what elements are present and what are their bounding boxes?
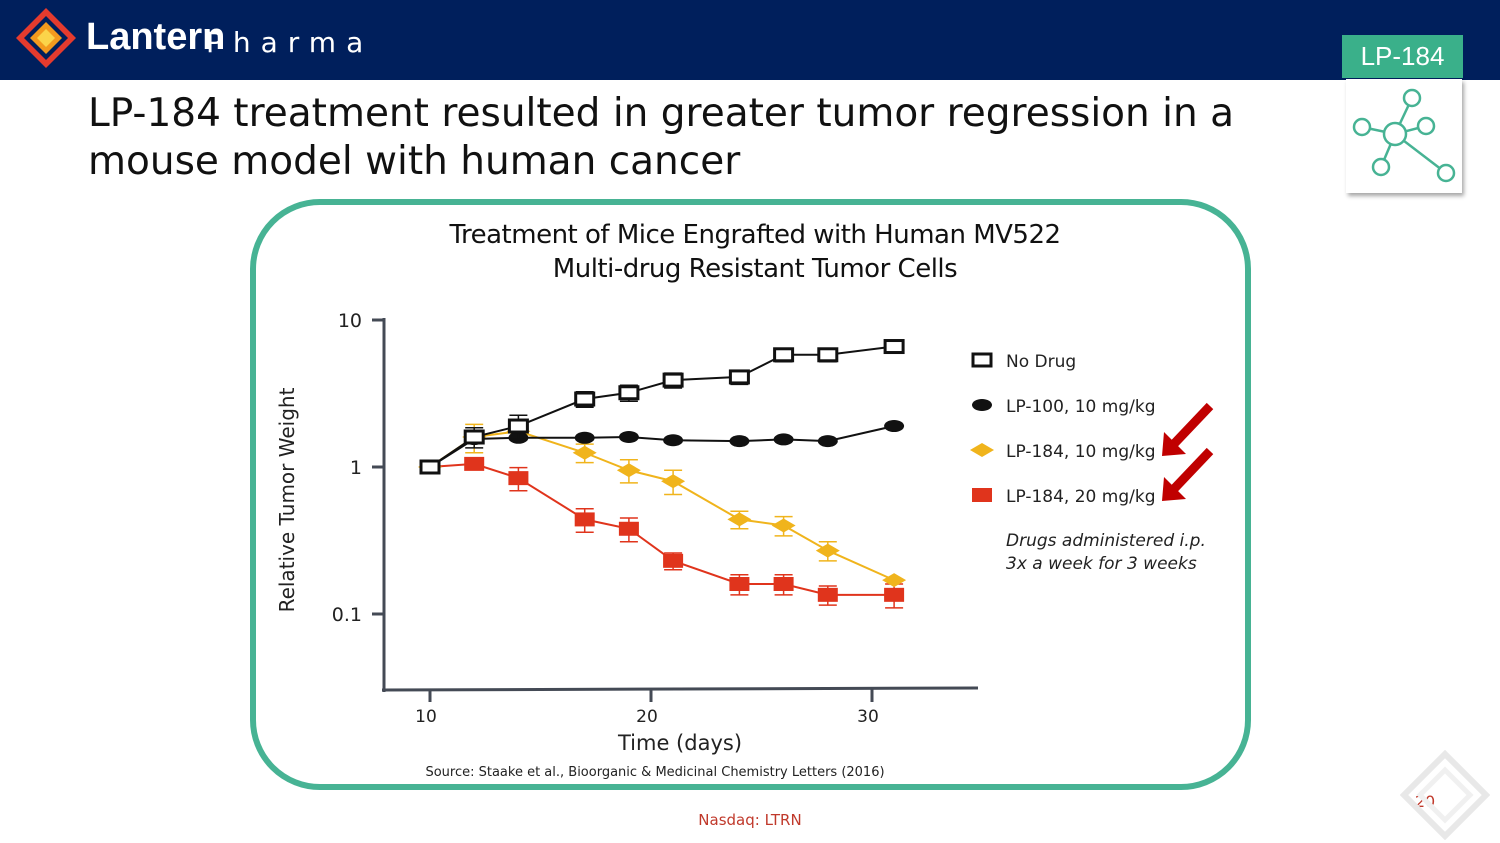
data-point bbox=[507, 418, 529, 434]
data-point bbox=[574, 431, 595, 444]
legend-marker bbox=[970, 443, 994, 457]
data-point bbox=[773, 433, 794, 446]
series-lp-100-10-mg-kg bbox=[420, 420, 905, 473]
dosing-note: Drugs administered i.p. 3x a week for 3 … bbox=[1006, 530, 1246, 576]
series-line bbox=[429, 462, 895, 596]
data-point bbox=[661, 474, 686, 489]
dosing-note-line1: Drugs administered i.p. bbox=[1006, 531, 1206, 551]
data-point bbox=[727, 512, 752, 527]
series-lp-184-10-mg-kg bbox=[418, 423, 907, 588]
legend-marker bbox=[971, 352, 993, 368]
data-point bbox=[618, 430, 639, 443]
legend-label: LP-184, 20 mg/kg bbox=[1006, 487, 1156, 507]
source-citation: Source: Staake et al., Bioorganic & Medi… bbox=[425, 765, 885, 780]
data-point bbox=[729, 435, 750, 448]
y-tick-label: 10 bbox=[338, 310, 362, 332]
data-point bbox=[618, 521, 639, 536]
dosing-note-line2: 3x a week for 3 weeks bbox=[1006, 554, 1197, 574]
data-point bbox=[817, 347, 839, 363]
x-tick-label: 30 bbox=[857, 707, 879, 727]
arrow-head bbox=[1162, 477, 1186, 501]
chart-title-line2: Multi-drug Resistant Tumor Cells bbox=[552, 254, 958, 284]
highlight-arrow-icon bbox=[1162, 402, 1214, 456]
arrow-head bbox=[1162, 432, 1186, 456]
data-point bbox=[508, 471, 529, 486]
chart-frame bbox=[250, 199, 1251, 790]
molecule-card bbox=[1346, 79, 1462, 193]
data-point bbox=[882, 573, 907, 588]
y-tick-label: 0.1 bbox=[332, 604, 362, 626]
x-axis-line bbox=[381, 686, 979, 692]
series-line bbox=[429, 345, 895, 468]
chart-title-line1: Treatment of Mice Engrafted with Human M… bbox=[449, 220, 1061, 250]
data-point bbox=[817, 587, 838, 602]
legend-label: LP-100, 10 mg/kg bbox=[1006, 397, 1156, 417]
slide-title: LP-184 treatment resulted in greater tum… bbox=[88, 91, 1235, 184]
data-point bbox=[771, 518, 796, 533]
y-tick-label: 1 bbox=[350, 457, 362, 479]
highlight-arrow-icon bbox=[1162, 447, 1214, 501]
data-point bbox=[618, 385, 640, 401]
data-point bbox=[729, 576, 750, 591]
series-line bbox=[429, 430, 895, 582]
data-point bbox=[883, 339, 905, 355]
data-point bbox=[464, 456, 485, 471]
data-point bbox=[663, 553, 684, 568]
data-point bbox=[574, 391, 596, 407]
brand-subtitle: Pharma bbox=[206, 26, 374, 59]
data-point bbox=[419, 459, 441, 475]
data-point bbox=[662, 372, 684, 388]
legend-label: LP-184, 10 mg/kg bbox=[1006, 442, 1156, 462]
chart-title: Treatment of Mice Engrafted with Human M… bbox=[405, 218, 1105, 286]
molecule-icon bbox=[1352, 88, 1456, 183]
lantern-logo-icon bbox=[16, 8, 76, 68]
data-point bbox=[574, 512, 595, 527]
brand-name: Lantern bbox=[86, 16, 226, 58]
watermark-diamond-icon bbox=[1400, 750, 1490, 840]
header-bar: Lantern Pharma bbox=[0, 0, 1500, 80]
arrow-shaft bbox=[1168, 402, 1214, 450]
data-point bbox=[728, 369, 750, 385]
data-point bbox=[616, 463, 641, 478]
legend-marker bbox=[972, 399, 992, 411]
data-point bbox=[773, 576, 794, 591]
data-point bbox=[817, 435, 838, 448]
x-tick-label: 20 bbox=[636, 707, 658, 727]
x-tick-label: 10 bbox=[415, 707, 437, 727]
product-badge: LP-184 bbox=[1342, 35, 1463, 78]
x-axis-label: Time (days) bbox=[617, 731, 742, 755]
data-point bbox=[884, 587, 905, 602]
y-axis-label: Relative Tumor Weight bbox=[275, 387, 299, 612]
data-point bbox=[463, 429, 485, 445]
data-point bbox=[884, 420, 905, 433]
legend-marker bbox=[972, 488, 992, 502]
data-point bbox=[663, 434, 684, 447]
series-no-drug bbox=[419, 339, 905, 475]
data-point bbox=[815, 543, 840, 558]
footer-ticker: Nasdaq: LTRN bbox=[698, 811, 802, 829]
data-point bbox=[572, 445, 597, 460]
series-lp-184-20-mg-kg bbox=[420, 456, 905, 609]
series-line bbox=[429, 425, 895, 468]
arrow-shaft bbox=[1168, 447, 1214, 495]
data-point bbox=[773, 347, 795, 363]
legend-label: No Drug bbox=[1006, 352, 1076, 372]
